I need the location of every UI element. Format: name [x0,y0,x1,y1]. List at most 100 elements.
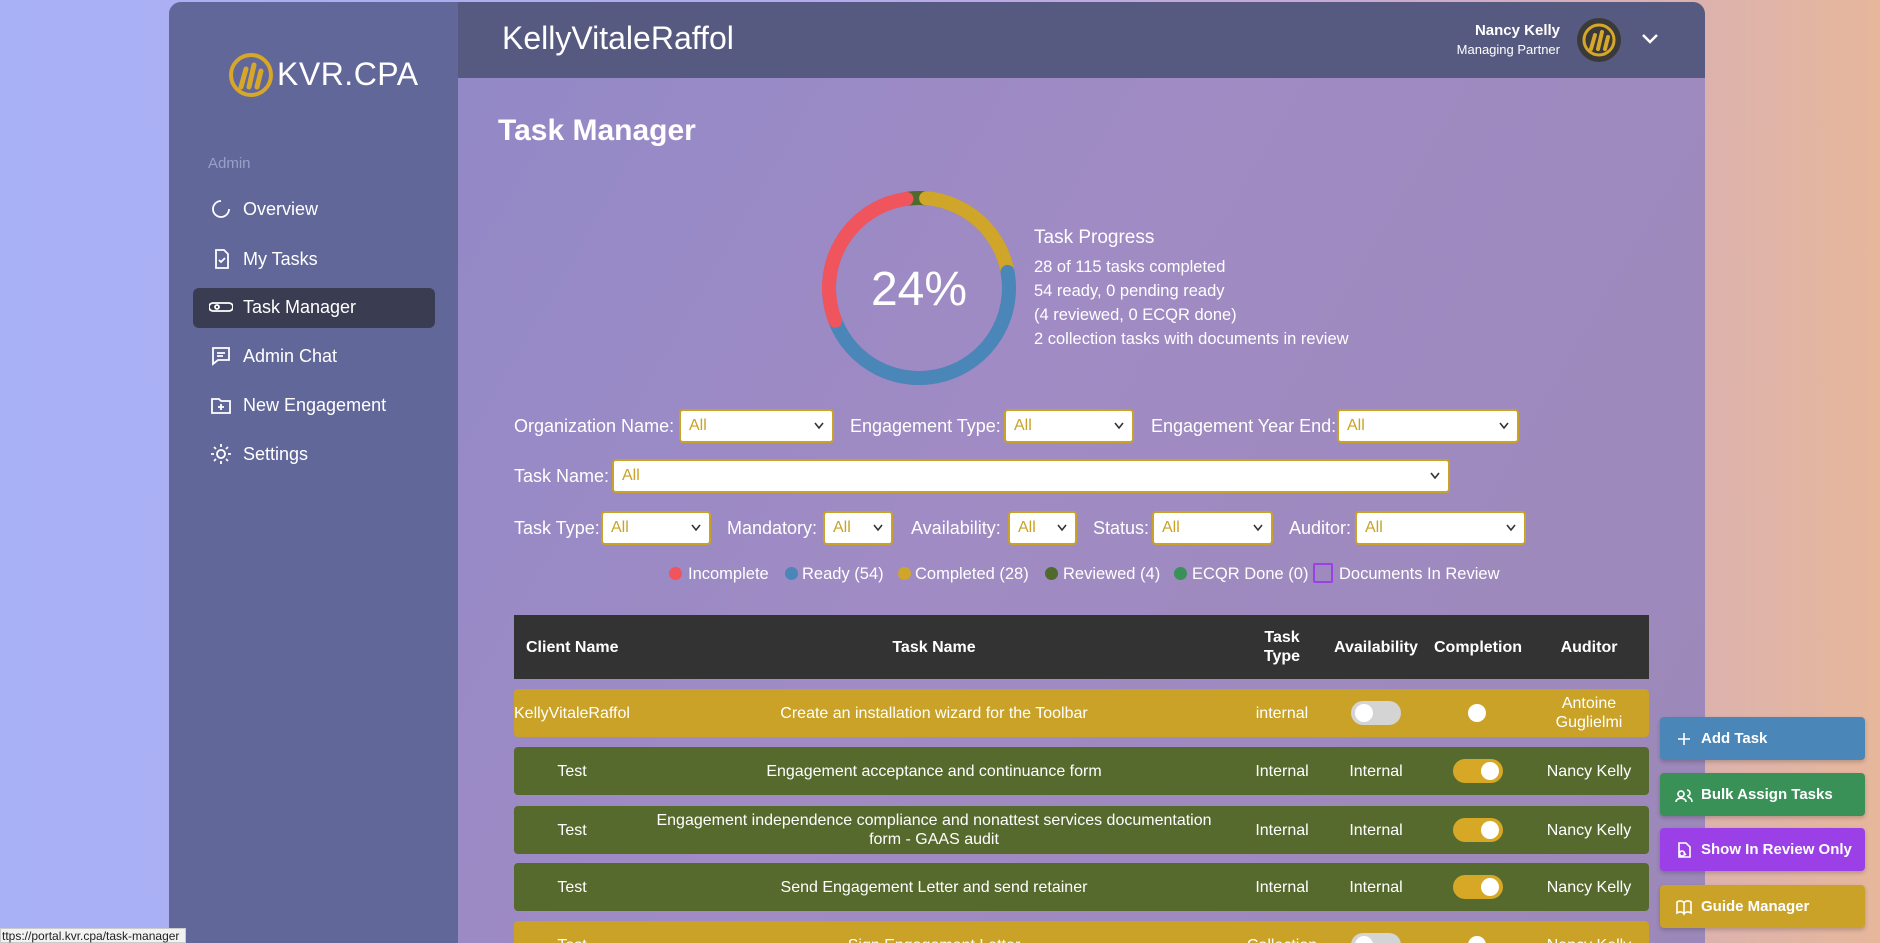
filter-label: Availability: [911,517,1001,538]
action-button[interactable]: Bulk Assign Tasks [1660,773,1865,816]
toggle[interactable] [1351,933,1401,943]
icon-path [212,200,230,218]
action-button[interactable]: Add Task [1660,717,1865,760]
toggle[interactable] [1453,818,1503,842]
cell-auditor: Antoine Guglielmi [1555,695,1623,731]
header-bar [458,2,1705,78]
icon-path [1676,899,1692,916]
cell-type: Internal [1255,762,1309,780]
filter-label: Task Type: [514,517,600,538]
nav-item[interactable]: My Tasks [243,248,318,269]
cell-type: Internal [1255,821,1309,839]
select-chevron [1499,417,1509,435]
cell-availability: Internal [1349,821,1403,839]
button-icon [1678,732,1690,745]
select-chevron [1057,519,1067,537]
nav-item[interactable]: New Engagement [243,394,387,415]
nav-item[interactable]: Admin Chat [243,345,338,366]
icon-path [1678,732,1690,745]
legend-swatch [1045,567,1058,580]
cell-client: Test [512,921,632,943]
filter-select[interactable]: All [1004,409,1134,443]
cell-type: internal [1255,704,1309,722]
column-header: Task Name [892,638,976,656]
nav-item[interactable]: Overview [243,198,319,219]
logo-icon [229,53,273,97]
legend-label: ECQR Done (0) [1192,564,1309,583]
filter-select[interactable]: All [1337,409,1519,443]
cell-auditor: Nancy Kelly [1546,762,1632,780]
filter-select[interactable]: All [679,409,834,443]
legend-swatch [1313,563,1333,583]
toggle[interactable] [1453,759,1503,783]
toggle[interactable] [1351,701,1401,725]
donut-segment [822,191,914,328]
button-icon [1678,841,1691,858]
donut-segment [828,264,1016,385]
legend-label: Ready (54) [802,564,884,583]
cell-auditor: Nancy Kelly [1546,878,1632,896]
page-title: Task Manager [498,114,696,147]
column-header: Availability [1334,638,1418,656]
filter-select[interactable]: All [1152,511,1273,545]
toggle[interactable] [1453,701,1503,725]
cell-client: Test [557,762,587,780]
icon-path [209,302,233,312]
toggle-knob [1468,936,1486,943]
avatar[interactable] [1576,17,1622,63]
select-chevron [691,519,701,537]
nav-icon [209,302,233,312]
filter-select[interactable]: All [1355,511,1526,545]
filter-label: Auditor: [1289,517,1352,538]
action-button[interactable]: Show In Review Only [1660,828,1865,871]
table-header [514,615,1649,679]
toggle[interactable] [1453,933,1503,943]
select-chevron [1430,467,1440,485]
cell-client: KellyVitaleRaffol [514,704,630,722]
cell-task: Engagement independence compliance and n… [656,812,1212,848]
nav-icon [212,347,230,366]
cell-availability: Internal [1349,878,1403,896]
progress-donut [822,191,1016,385]
nav-item[interactable]: Settings [243,443,309,464]
toggle-knob [1481,878,1499,896]
column-header: Client Name [526,638,619,656]
filter-value: All [1018,519,1036,536]
toggle-knob [1355,704,1373,722]
legend-swatch [1174,567,1187,580]
filter-select[interactable]: All [1008,511,1077,545]
filter-value: All [689,417,707,434]
status-url: ttps://portal.kvr.cpa/task-manager [0,928,187,943]
icon-path [211,398,231,414]
cell-availability: Internal [1349,762,1403,780]
filter-value: All [1365,519,1383,536]
legend-swatch [785,567,798,580]
filter-select[interactable]: All [823,511,893,545]
legend-label: Incomplete [688,564,769,583]
toggle[interactable] [1453,875,1503,899]
column-header: Task Type [1263,629,1301,665]
cell-auditor: Nancy Kelly [1529,921,1649,943]
button-label: Add Task [1701,730,1768,747]
cell-task: Send Engagement Letter and send retainer [780,878,1088,896]
button-label: Bulk Assign Tasks [1701,786,1833,803]
nav-icon [215,249,229,269]
legend-label: Completed (28) [915,564,1029,583]
user-menu-chevron[interactable] [1640,31,1660,47]
nav-icon [211,444,231,464]
filter-label: Task Name: [514,465,610,486]
cell-task: Engagement acceptance and continuance fo… [766,762,1102,780]
filter-select[interactable]: All [601,511,711,545]
nav-icon [211,398,231,414]
nav-item[interactable]: Task Manager [243,296,357,317]
filter-select[interactable]: All [612,459,1450,493]
cell-task: Create an installation wizard for the To… [780,704,1088,722]
icon-path [212,347,230,366]
legend-label: Reviewed (4) [1063,564,1161,583]
header-title: KellyVitaleRaffol [502,20,734,56]
sidebar [169,2,458,943]
select-chevron [814,417,824,435]
action-button[interactable]: Guide Manager [1660,885,1865,928]
filter-value: All [833,519,851,536]
filter-value: All [622,467,640,484]
